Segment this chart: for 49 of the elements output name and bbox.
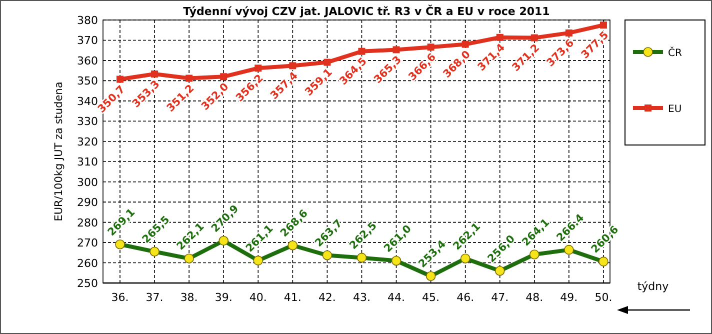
point — [462, 40, 469, 48]
y-tick-label: 360 — [77, 54, 98, 68]
y-tick-label: 260 — [77, 256, 98, 270]
y-tick-label: 370 — [77, 34, 98, 48]
y-tick-label: 290 — [77, 196, 98, 210]
y-tick-label: 330 — [77, 115, 98, 128]
point — [289, 62, 296, 70]
x-axis-title: týdny — [637, 280, 670, 293]
y-tick-label: 280 — [77, 216, 98, 230]
x-tick-label: 42. — [318, 291, 336, 304]
x-tick-label: 43. — [352, 291, 370, 304]
point — [358, 48, 366, 55]
point — [151, 70, 158, 78]
point — [254, 64, 262, 72]
x-tick-label: 45. — [422, 291, 440, 304]
point — [600, 22, 607, 29]
x-tick-label: 48. — [526, 291, 544, 304]
point — [220, 73, 228, 80]
point — [116, 76, 124, 83]
y-tick-label: 300 — [77, 176, 98, 189]
y-tick-label: 250 — [77, 277, 98, 290]
point — [186, 74, 193, 82]
y-tick-label: 350 — [77, 74, 98, 88]
x-tick-label: 46. — [456, 291, 474, 304]
x-tick-label: 41. — [284, 291, 302, 304]
y-tick-label: 310 — [77, 156, 98, 169]
x-tick-label: 47. — [491, 291, 509, 304]
y-tick-label: 320 — [77, 135, 98, 148]
x-tick-label: 40. — [249, 291, 267, 304]
legend-label: ČR — [668, 46, 682, 59]
point — [324, 58, 331, 66]
x-tick-label: 49. — [560, 291, 578, 304]
x-tick-label: 37. — [146, 291, 164, 304]
x-tick-label: 50. — [594, 291, 612, 304]
y-tick-label: 340 — [77, 94, 98, 108]
point — [392, 46, 400, 54]
y-axis-title: EUR/100kg JUT za studena — [53, 82, 65, 222]
chart-title: Týdenní vývoj CZV jat. JALOVIC tř. R3 v ČR a EU v roce 2011 — [183, 4, 550, 18]
legend-label: EU — [668, 104, 682, 115]
x-tick-label: 38. — [180, 291, 198, 304]
y-tick-label: 270 — [77, 236, 98, 250]
x-tick-label: 44. — [388, 291, 406, 304]
point — [427, 44, 434, 51]
point — [496, 34, 504, 41]
x-tick-label: 36. — [111, 291, 129, 304]
y-tick-label: 380 — [77, 14, 98, 27]
point — [565, 29, 572, 36]
x-tick-label: 39. — [214, 291, 232, 304]
point — [530, 34, 538, 42]
